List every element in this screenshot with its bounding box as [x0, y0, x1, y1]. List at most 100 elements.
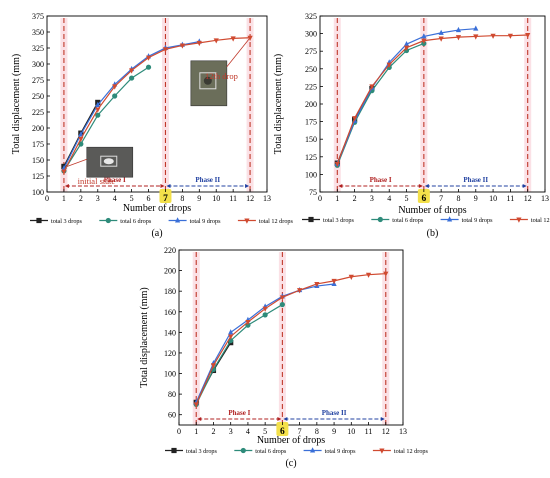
x-tick-label: 7 — [439, 194, 443, 203]
data-point — [247, 35, 253, 41]
y-tick-label: 180 — [164, 287, 176, 296]
data-point — [112, 93, 118, 99]
x-tick-label: 6 — [280, 427, 285, 437]
series-total-6-drops — [193, 301, 285, 408]
phase-arrowhead — [380, 417, 385, 421]
phase-band — [161, 18, 169, 192]
y-tick-label: 125 — [32, 172, 44, 181]
y-tick-label: 200 — [164, 267, 176, 276]
legend-marker — [447, 216, 453, 222]
legend-label: total 12 drops — [259, 218, 294, 225]
y-tick-label: 120 — [164, 349, 176, 358]
data-point — [334, 161, 340, 168]
y-tick-label: 300 — [305, 30, 317, 39]
data-point — [365, 272, 372, 278]
x-tick-label: 0 — [177, 427, 181, 436]
phase-band — [246, 18, 254, 192]
phase-arrowhead — [418, 184, 423, 188]
highlighted-tick-marker — [159, 189, 172, 203]
annotation-initial-state: initial state — [78, 176, 116, 186]
legend-marker — [105, 217, 111, 224]
x-tick-label: 4 — [387, 194, 391, 203]
x-tick-label: 2 — [79, 194, 83, 203]
legend: total 3 drops total 6 drops total 9 drops t… — [30, 217, 294, 225]
data-point — [78, 131, 84, 137]
legend-item: total 9 drops — [168, 217, 222, 225]
x-tick-label: 3 — [370, 194, 374, 203]
x-tick-label: 13 — [541, 194, 549, 203]
legend-label: total 9 drops — [190, 218, 222, 225]
data-point — [210, 363, 217, 369]
legend-item: total 6 drops — [234, 447, 287, 455]
x-tick-label: 1 — [194, 427, 198, 436]
phase-band — [524, 18, 532, 192]
x-tick-label: 8 — [315, 427, 319, 436]
data-point — [386, 62, 392, 68]
legend-label: total 9 drops — [325, 448, 357, 455]
phase-label: Phase II — [463, 176, 488, 184]
legend-item: total 12 drops — [372, 448, 429, 455]
data-point — [112, 84, 118, 90]
series-total-9-drops — [193, 280, 337, 405]
x-tick-label: 12 — [382, 427, 390, 436]
data-point — [228, 334, 234, 340]
phase-arrowhead — [166, 184, 171, 188]
legend-label: total 3 drops — [323, 217, 355, 224]
phase-arrowhead — [424, 184, 429, 188]
phase-band — [382, 252, 390, 425]
data-point — [438, 36, 444, 42]
data-point — [369, 84, 375, 90]
data-point — [352, 116, 358, 122]
legend-marker — [36, 217, 42, 224]
y-tick-label: 275 — [32, 76, 44, 85]
y-tick-label: 150 — [32, 156, 44, 165]
legend-marker — [379, 448, 385, 454]
data-point — [78, 136, 84, 143]
y-tick-label: 150 — [305, 135, 317, 144]
data-point — [179, 43, 185, 49]
y-tick-label: 250 — [32, 92, 44, 101]
photo-crater-mark — [203, 76, 212, 85]
data-point — [145, 64, 152, 70]
data-point — [262, 312, 268, 318]
legend-marker — [175, 217, 181, 223]
legend-label: total 6 drops — [392, 217, 424, 224]
x-tick-label: 0 — [318, 194, 322, 203]
phase-arrowhead — [245, 184, 250, 188]
phase-arrowhead — [160, 184, 165, 188]
legend-marker — [240, 447, 246, 454]
data-point — [403, 40, 410, 47]
y-tick-label: 140 — [164, 328, 176, 337]
x-tick-label: 3 — [229, 427, 233, 436]
phase-label: Phase II — [322, 409, 347, 417]
data-point — [196, 40, 202, 47]
series-line — [195, 273, 386, 405]
data-point — [129, 68, 135, 74]
y-tick-label: 75 — [309, 188, 317, 197]
legend-item: total 3 drops — [165, 447, 218, 455]
series-total-12-drops — [61, 35, 253, 175]
legend-label: total 6 drops — [255, 448, 287, 455]
series-line — [336, 42, 425, 166]
data-point — [331, 278, 337, 285]
legend-item: total 6 drops — [371, 216, 424, 224]
x-tick-label: 2 — [211, 427, 215, 436]
x-tick-label: 4 — [113, 194, 117, 203]
y-tick-label: 350 — [32, 28, 44, 37]
plot-frame — [319, 15, 546, 193]
series-line — [195, 283, 335, 403]
legend: total 3 drops total 6 drops total 9 drops t… — [302, 216, 550, 224]
panel-caption: (a) — [151, 228, 162, 239]
x-tick-label: 8 — [180, 194, 184, 203]
legend-item: total 9 drops — [440, 216, 493, 224]
phase-label: Phase I — [228, 409, 250, 417]
data-point — [490, 33, 496, 39]
plot-frame — [178, 249, 404, 426]
data-point — [245, 320, 251, 326]
data-point — [455, 35, 462, 41]
photo-outline-mark — [100, 155, 118, 167]
legend-label: total 3 drops — [186, 448, 218, 455]
x-axis-label: Number of drops — [257, 435, 325, 446]
legend-item: total 12 drops — [509, 217, 550, 224]
x-tick-label: 10 — [212, 194, 220, 203]
